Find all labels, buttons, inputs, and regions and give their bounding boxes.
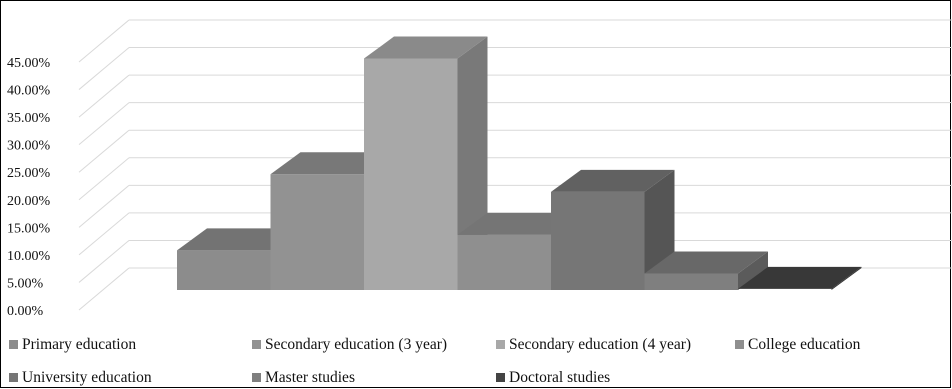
bar-top xyxy=(644,251,768,274)
legend: Primary education Secondary education (3 … xyxy=(9,336,861,386)
bar-front xyxy=(270,174,364,290)
legend-item: Secondary education (3 year) xyxy=(252,336,447,353)
legend-label: Secondary education (3 year) xyxy=(265,336,447,353)
grid-line-diagonal xyxy=(78,267,130,311)
legend-swatch xyxy=(252,373,261,382)
bar xyxy=(738,266,862,290)
y-tick-label: 0.00% xyxy=(7,304,44,319)
y-tick-label: 10.00% xyxy=(7,249,51,264)
grid-line-diagonal xyxy=(78,102,130,146)
grid-line-diagonal xyxy=(78,74,130,118)
bar-top xyxy=(551,169,675,192)
y-axis-ticks: 0.00% 5.00% 10.00% 15.00% 20.00% 25.00% 30.00%… xyxy=(7,56,51,319)
y-tick-label: 5.00% xyxy=(7,276,44,291)
grid-line-diagonal xyxy=(78,240,130,283)
legend-item: Doctoral studies xyxy=(496,369,610,386)
bar-side xyxy=(831,266,862,290)
legend-label: College education xyxy=(748,336,861,353)
legend-swatch xyxy=(9,373,18,382)
legend-item: Secondary education (4 year) xyxy=(496,336,691,353)
bar xyxy=(551,169,675,290)
y-tick-label: 15.00% xyxy=(7,221,51,236)
bar-top xyxy=(364,36,488,59)
bar xyxy=(644,251,768,290)
legend-item: University education xyxy=(9,369,152,386)
grid-line-diagonal xyxy=(78,19,130,63)
grid-line-diagonal xyxy=(78,157,130,201)
legend-swatch xyxy=(496,340,505,349)
legend-label: Master studies xyxy=(265,369,355,386)
legend-swatch xyxy=(9,340,18,349)
bar-top xyxy=(177,228,301,251)
bar-top xyxy=(270,152,394,175)
bar-front xyxy=(177,250,271,290)
bar-front xyxy=(457,234,551,290)
y-tick-label: 20.00% xyxy=(7,194,51,209)
bar-top xyxy=(457,212,581,235)
legend-label: University education xyxy=(22,369,152,386)
grid-line-diagonal xyxy=(78,47,130,90)
legend-label: Secondary education (4 year) xyxy=(509,336,691,353)
y-tick-label: 40.00% xyxy=(7,84,51,99)
y-tick-label: 35.00% xyxy=(7,111,51,126)
y-tick-label: 25.00% xyxy=(7,166,51,181)
bars xyxy=(177,36,862,291)
grid-line-diagonal xyxy=(78,212,130,256)
legend-swatch xyxy=(252,340,261,349)
legend-item: College education xyxy=(735,336,861,353)
legend-label: Doctoral studies xyxy=(509,369,610,386)
grid-line-diagonal xyxy=(78,184,130,228)
grid-line-diagonal xyxy=(78,129,130,173)
legend-item: Primary education xyxy=(9,336,136,353)
legend-item: Master studies xyxy=(252,369,355,386)
legend-swatch xyxy=(496,373,505,382)
legend-swatch xyxy=(735,340,744,349)
bar-front xyxy=(644,273,738,290)
legend-label: Primary education xyxy=(22,336,136,353)
bar-front xyxy=(551,191,645,290)
y-tick-label: 30.00% xyxy=(7,139,51,154)
bar-top xyxy=(738,266,862,289)
bar-side xyxy=(738,251,768,290)
bar-front xyxy=(364,58,458,291)
y-tick-label: 45.00% xyxy=(7,56,51,71)
